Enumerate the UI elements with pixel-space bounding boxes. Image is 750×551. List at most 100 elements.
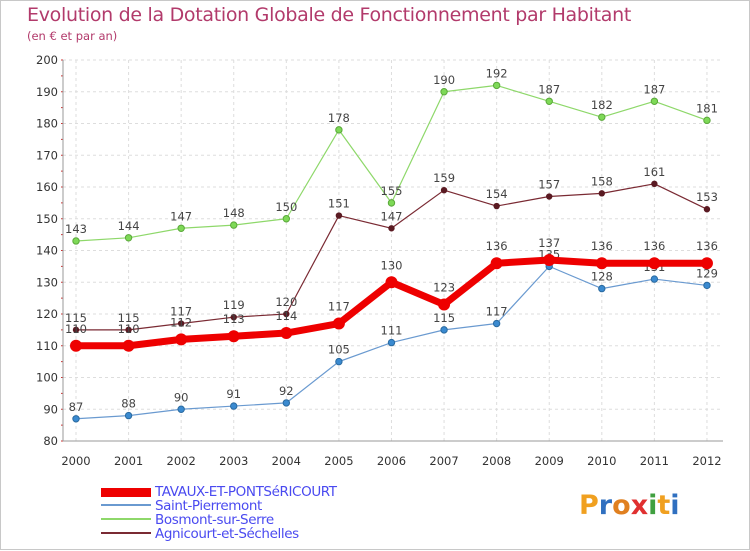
data-point <box>650 97 659 105</box>
legend-item[interactable]: TAVAUX-ET-PONTSéRICOURT <box>101 484 401 500</box>
data-point <box>282 399 291 407</box>
data-point <box>703 206 711 213</box>
data-point <box>282 215 291 223</box>
data-point <box>598 284 606 293</box>
data-point <box>387 199 396 207</box>
x-tick-label: 2011 <box>640 454 669 468</box>
data-point <box>545 97 553 105</box>
data-label: 112 <box>170 315 192 329</box>
y-tick-label: 190 <box>36 85 58 99</box>
data-point <box>335 212 343 219</box>
data-point <box>490 257 503 270</box>
legend-label: Agnicourt-et-Séchelles <box>155 526 299 542</box>
x-tick-label: 2008 <box>482 454 511 468</box>
legend-item[interactable]: Agnicourt-et-Séchelles <box>101 526 401 542</box>
x-tick-label: 2004 <box>272 454 301 468</box>
legend-item[interactable]: Saint-Pierremont <box>101 498 401 514</box>
data-point <box>385 276 398 289</box>
x-tick-label: 2012 <box>692 454 721 468</box>
data-point <box>387 338 396 347</box>
legend-swatch <box>101 488 151 497</box>
data-point <box>598 190 605 197</box>
y-tick-label: 180 <box>36 117 58 131</box>
x-tick-label: 2000 <box>61 454 90 468</box>
legend: TAVAUX-ET-PONTSéRICOURT Saint-Pierremont… <box>101 484 401 542</box>
data-label: 192 <box>486 66 508 80</box>
data-point <box>177 224 185 232</box>
data-label: 147 <box>381 209 403 223</box>
data-label: 153 <box>696 190 718 204</box>
data-point <box>440 186 448 194</box>
y-tick-label: 110 <box>36 339 58 353</box>
proxiti-logo: Proxiti <box>579 490 680 521</box>
data-label: 150 <box>275 200 297 214</box>
data-point <box>438 298 451 311</box>
data-label: 92 <box>279 384 294 398</box>
data-point <box>72 415 80 423</box>
data-label: 187 <box>643 82 665 96</box>
data-point <box>227 330 240 343</box>
data-label: 117 <box>328 300 350 314</box>
data-label: 111 <box>381 324 403 338</box>
legend-swatch <box>101 504 151 506</box>
chart-title: Evolution de la Dotation Globale de Fonc… <box>27 4 632 26</box>
legend-item[interactable]: Bosmont-sur-Serre <box>101 512 401 528</box>
data-point <box>651 180 658 188</box>
data-point <box>332 317 345 330</box>
x-tick-label: 2009 <box>535 454 564 468</box>
data-point <box>440 88 448 96</box>
data-label: 147 <box>170 209 192 223</box>
data-point <box>650 275 659 283</box>
data-point <box>230 313 237 321</box>
data-label: 115 <box>118 311 140 325</box>
y-tick-label: 80 <box>43 434 58 448</box>
data-label: 157 <box>538 178 560 192</box>
data-label: 110 <box>65 322 87 336</box>
data-point <box>175 333 188 346</box>
legend-swatch <box>101 532 151 534</box>
x-tick-label: 2003 <box>219 454 248 468</box>
y-tick-label: 160 <box>36 180 58 194</box>
data-point <box>72 326 80 334</box>
data-point <box>70 339 82 352</box>
data-point <box>124 234 133 242</box>
data-point <box>230 221 238 229</box>
data-label: 88 <box>121 397 136 411</box>
data-label: 91 <box>226 387 241 401</box>
y-tick-label: 120 <box>36 307 58 321</box>
data-label: 117 <box>170 305 192 319</box>
data-label: 181 <box>696 101 718 115</box>
data-label: 105 <box>328 343 350 357</box>
y-tick-label: 130 <box>36 275 58 289</box>
data-point <box>546 193 553 200</box>
data-label: 182 <box>591 98 613 112</box>
data-point <box>648 257 661 270</box>
data-label: 144 <box>118 219 140 233</box>
x-tick-label: 2006 <box>377 454 406 468</box>
data-label: 90 <box>174 390 189 404</box>
data-point <box>493 202 500 210</box>
data-point <box>388 225 395 232</box>
data-point <box>280 327 293 340</box>
data-point <box>703 116 711 125</box>
data-label: 148 <box>223 206 245 220</box>
data-label: 114 <box>275 309 297 323</box>
data-point <box>72 237 80 245</box>
x-tick-label: 2005 <box>324 454 353 468</box>
legend-label: Bosmont-sur-Serre <box>155 512 274 528</box>
legend-label: TAVAUX-ET-PONTSéRICOURT <box>155 484 337 500</box>
data-point <box>230 402 238 410</box>
y-tick-label: 200 <box>36 53 58 67</box>
x-tick-label: 2001 <box>114 454 143 468</box>
data-point <box>124 411 133 420</box>
data-label: 151 <box>328 197 350 211</box>
y-tick-label: 170 <box>36 148 58 162</box>
data-point <box>595 257 608 270</box>
data-label: 155 <box>381 184 403 198</box>
data-label: 113 <box>223 312 245 326</box>
data-label: 130 <box>381 258 403 272</box>
y-tick-label: 140 <box>36 244 58 258</box>
data-point <box>125 326 132 334</box>
